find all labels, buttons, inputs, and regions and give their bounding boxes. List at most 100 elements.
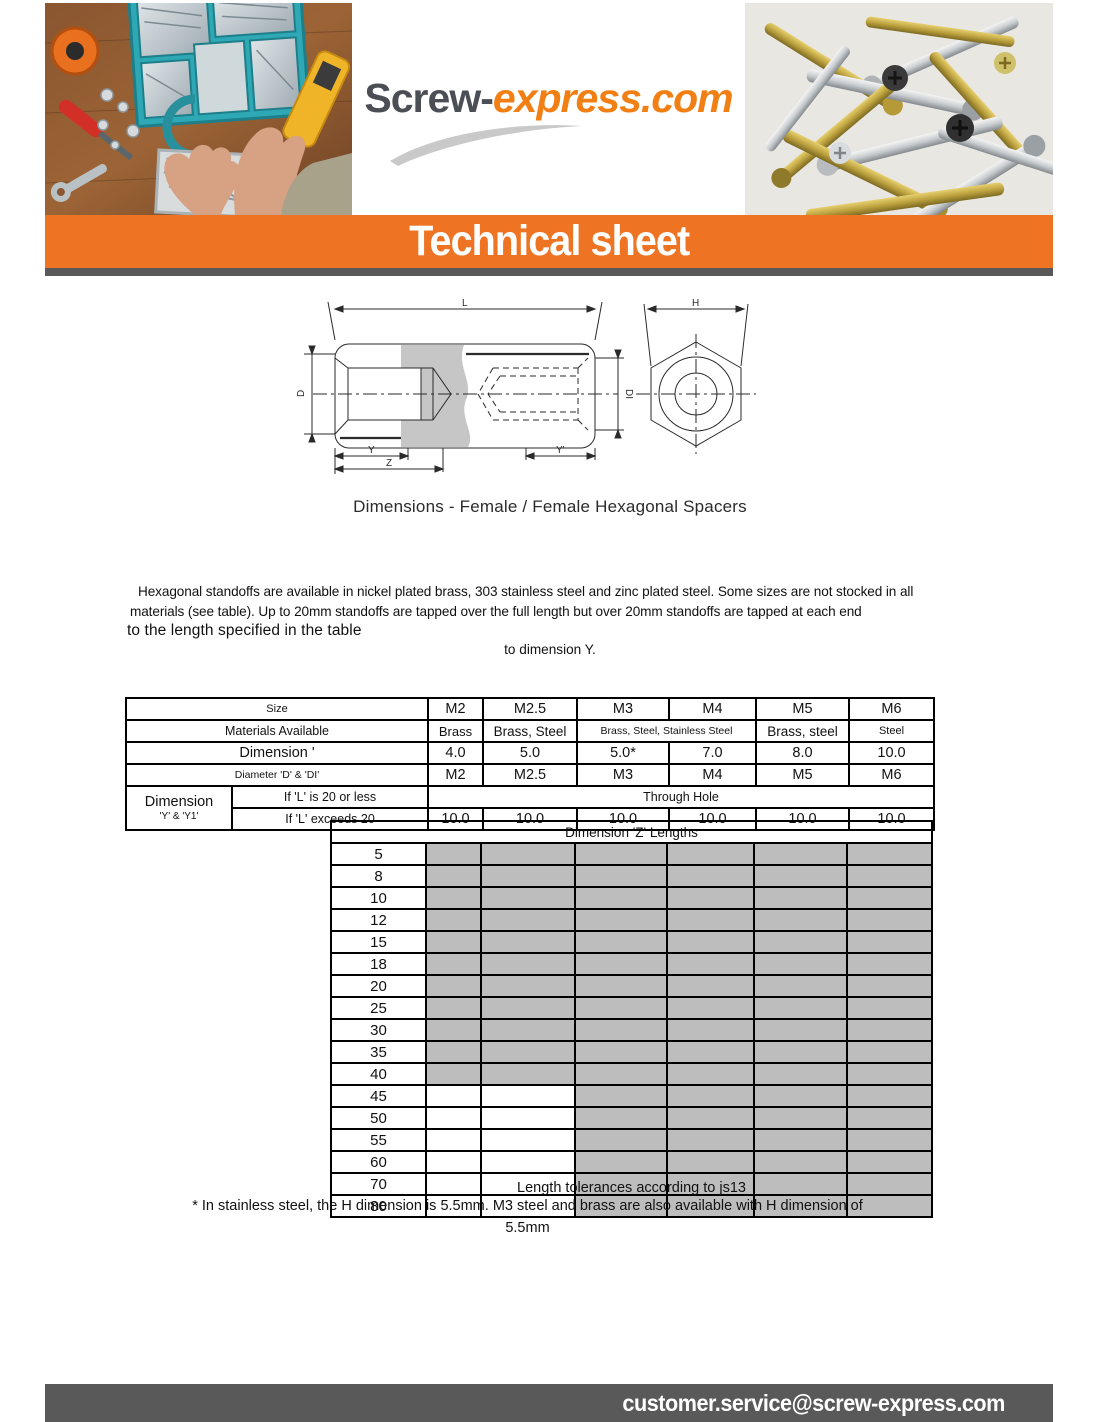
z-length-label: 80 — [330, 1194, 427, 1218]
availability-cell-stocked — [574, 842, 668, 866]
z-length-row: 40 — [330, 1062, 934, 1086]
size-m5: M5 — [755, 697, 850, 721]
availability-cell-stocked — [845, 1040, 934, 1064]
availability-cell-stocked — [753, 930, 848, 954]
z-table-title: Dimension 'Z' Lengths — [329, 820, 934, 844]
availability-cell-stocked — [425, 864, 482, 888]
screws-photo-art — [745, 3, 1053, 215]
availability-cell-stocked — [480, 1062, 576, 1086]
availability-cell-stocked — [574, 1040, 668, 1064]
availability-cell-stocked — [753, 1150, 848, 1174]
spec-row-dimension-h: Dimension ' 4.0 5.0 5.0* 7.0 8.0 10.0 — [125, 741, 935, 765]
z-length-row: 20 — [330, 974, 934, 998]
z-length-label: 10 — [330, 886, 427, 910]
diameter-m5: M5 — [755, 763, 850, 787]
z-length-row: 15 — [330, 930, 934, 954]
z-length-row: 25 — [330, 996, 934, 1020]
availability-cell-stocked — [480, 908, 576, 932]
materials-m5: Brass, steel — [755, 719, 850, 743]
availability-cell-stocked — [753, 1062, 848, 1086]
diameter-m6: M6 — [848, 763, 935, 787]
availability-cell-stocked — [845, 1194, 934, 1218]
availability-cell-stocked — [666, 886, 755, 910]
availability-cell-stocked — [480, 996, 576, 1020]
spec-row-diameter: Diameter 'D' & 'DI' M2 M2.5 M3 M4 M5 M6 — [125, 763, 935, 787]
availability-cell-stocked — [753, 1106, 848, 1130]
availability-cell-stocked — [480, 974, 576, 998]
availability-cell-stocked — [666, 908, 755, 932]
z-length-label: 70 — [330, 1172, 427, 1196]
availability-cell-stocked — [666, 1172, 755, 1196]
diameter-m3: M3 — [576, 763, 670, 787]
availability-cell-stocked — [425, 1062, 482, 1086]
z-length-row: 35 — [330, 1040, 934, 1064]
availability-cell-stocked — [845, 1062, 934, 1086]
availability-cell-stocked — [845, 996, 934, 1020]
size-m6: M6 — [848, 697, 935, 721]
through-hole-cell: Through Hole — [427, 785, 935, 809]
availability-cell-stocked — [666, 1084, 755, 1108]
availability-cell-stocked — [574, 864, 668, 888]
availability-cell-stocked — [753, 1018, 848, 1042]
diameter-m2-5: M2.5 — [482, 763, 578, 787]
availability-cell-stocked — [480, 886, 576, 910]
availability-cell-empty — [480, 1172, 576, 1196]
z-length-label: 5 — [330, 842, 427, 866]
availability-cell-stocked — [845, 908, 934, 932]
availability-cell-stocked — [666, 842, 755, 866]
availability-cell-stocked — [845, 1172, 934, 1196]
screws-photo — [745, 3, 1053, 215]
intro-line-1: Hexagonal standoffs are available in nic… — [138, 584, 914, 599]
z-length-label: 25 — [330, 996, 427, 1020]
dim-h-m4: 7.0 — [668, 741, 757, 765]
availability-cell-stocked — [666, 930, 755, 954]
footnote-line-2: 5.5mm — [505, 1220, 550, 1236]
availability-cell-stocked — [425, 952, 482, 976]
z-length-row: 50 — [330, 1106, 934, 1130]
dim-h-m6: 10.0 — [848, 741, 935, 765]
availability-cell-stocked — [574, 1128, 668, 1152]
availability-cell-stocked — [574, 1084, 668, 1108]
z-length-row: 55 — [330, 1128, 934, 1152]
materials-m6: Steel — [848, 719, 935, 743]
intro-line-3: to the length specified in the table — [127, 622, 362, 639]
availability-cell-empty — [425, 1106, 482, 1130]
availability-cell-stocked — [666, 1018, 755, 1042]
availability-cell-stocked — [666, 1040, 755, 1064]
z-length-label: 18 — [330, 952, 427, 976]
diameter-m4: M4 — [668, 763, 757, 787]
availability-cell-stocked — [574, 886, 668, 910]
dimension-y-line2: 'Y' & 'Y1' — [159, 810, 199, 822]
availability-cell-stocked — [845, 864, 934, 888]
logo-zone: Screw-express.com — [352, 3, 745, 215]
spec-row-size: Size M2 M2.5 M3 M4 M5 M6 — [125, 697, 935, 721]
availability-cell-stocked — [845, 1150, 934, 1174]
dim-h-m3: 5.0* — [576, 741, 670, 765]
dim-label-Z: Z — [386, 458, 392, 469]
availability-cell-stocked — [753, 842, 848, 866]
availability-cell-stocked — [753, 1172, 848, 1196]
availability-cell-stocked — [425, 908, 482, 932]
row-label-size: Size — [125, 697, 429, 721]
workbench-photo — [45, 3, 352, 215]
z-length-row: 5 — [330, 842, 934, 866]
availability-cell-stocked — [753, 1084, 848, 1108]
size-m2-5: M2.5 — [482, 697, 578, 721]
availability-cell-stocked — [845, 974, 934, 998]
dim-label-Y2: Y' — [556, 445, 565, 456]
availability-cell-stocked — [480, 930, 576, 954]
availability-cell-stocked — [425, 996, 482, 1020]
spec-row-through-hole: Dimension 'Y' & 'Y1' If 'L' is 20 or les… — [125, 785, 935, 831]
availability-cell-stocked — [480, 864, 576, 888]
availability-cell-stocked — [753, 996, 848, 1020]
dimension-y-line1: Dimension — [144, 793, 214, 810]
availability-cell-empty — [425, 1128, 482, 1152]
availability-cell-stocked — [666, 952, 755, 976]
drawing-caption: Dimensions - Female / Female Hexagonal S… — [353, 497, 747, 516]
dim-h-m2: 4.0 — [427, 741, 484, 765]
z-table-header-row: Dimension 'Z' Lengths — [329, 820, 934, 844]
availability-cell-stocked — [666, 1150, 755, 1174]
z-length-label: 12 — [330, 908, 427, 932]
availability-cell-stocked — [666, 1194, 755, 1218]
page-title-banner: Technical sheet — [45, 215, 1053, 268]
